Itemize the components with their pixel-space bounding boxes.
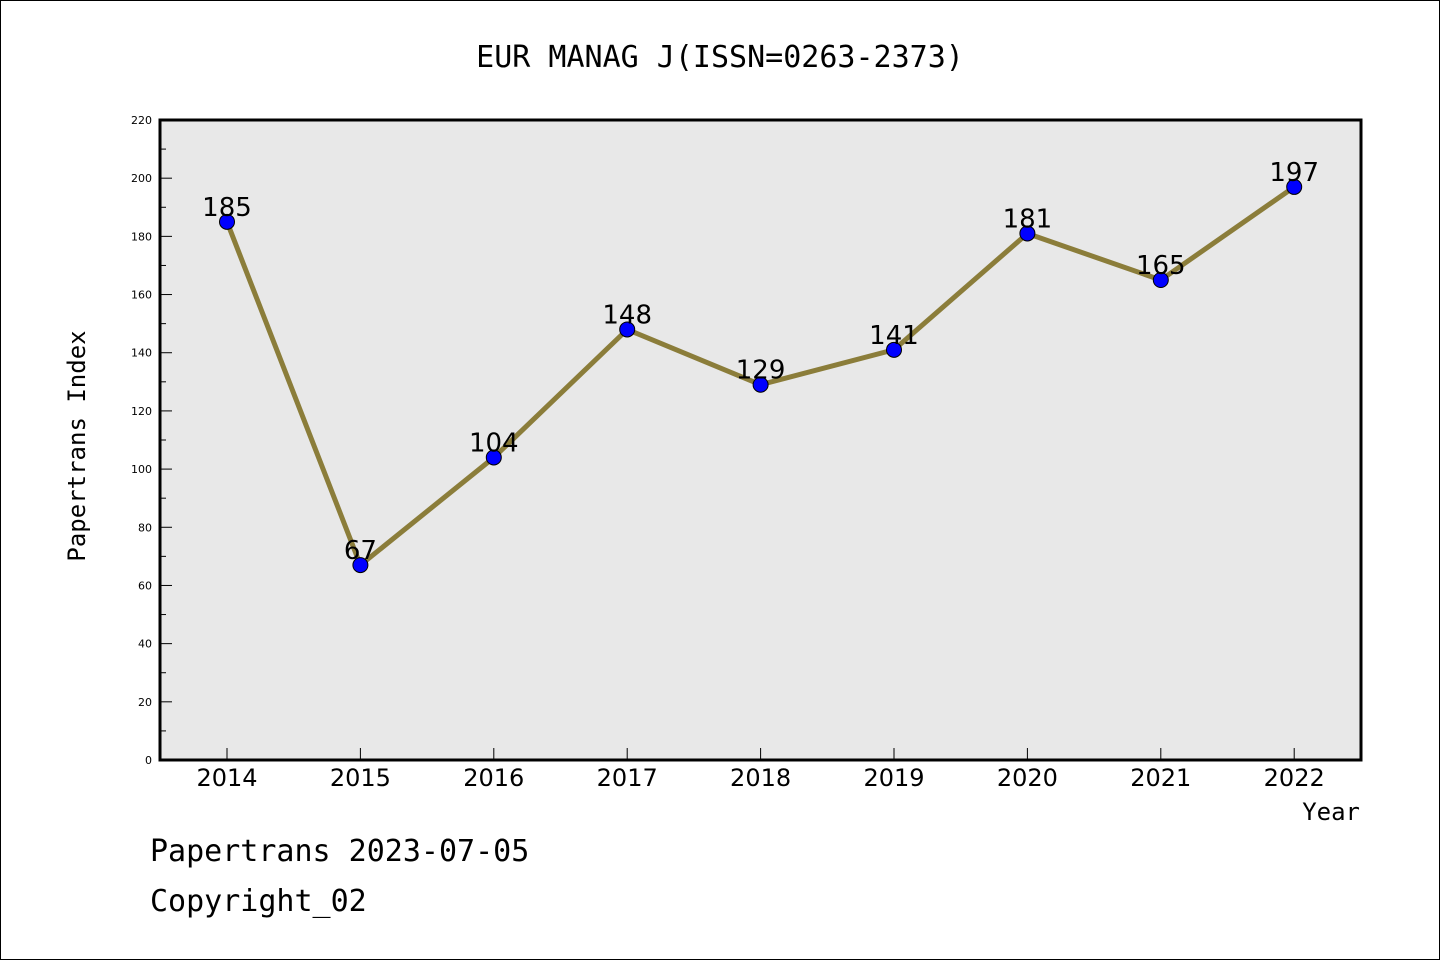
data-labels: 185 67 104 148 129 141 181 165 197 [202,158,1319,566]
x-axis-label: Year [1302,798,1360,826]
footer-copyright-text: Copyright_02 [150,884,367,919]
y-tick-label: 80 [138,521,152,534]
data-point-marker [1019,225,1036,242]
x-tick-label: 2016 [463,764,524,792]
plot-area [160,120,1361,760]
data-value-label: 165 [1136,251,1186,281]
data-point-marker [352,557,369,574]
x-axis-ticks: 2014 2015 2016 2017 2018 2019 2020 2021 2022 [196,748,1325,792]
data-value-label: 181 [1003,204,1053,234]
y-tick-label: 220 [131,114,152,127]
data-value-label: 185 [202,193,252,223]
data-point-marker [886,341,902,358]
data-value-label: 197 [1269,158,1319,188]
y-tick-label: 120 [131,405,152,418]
x-tick-label: 2015 [330,764,391,792]
y-axis-label: Papertrans Index [63,330,91,561]
data-markers [219,178,1303,574]
x-tick-label: 2014 [196,764,257,792]
y-tick-label: 20 [138,696,152,709]
data-value-label: 129 [736,356,786,386]
data-point-marker [1152,272,1169,288]
y-tick-label: 140 [131,347,152,360]
plot-frame [158,118,1363,762]
chart-title: EUR MANAG J(ISSN=0263-2373) [476,40,964,75]
data-point-marker [619,321,636,338]
data-point-marker [1286,178,1303,195]
data-value-label: 67 [344,536,377,566]
footer-date-text: Papertrans 2023-07-05 [150,834,530,869]
data-point-marker [485,449,502,466]
y-tick-label: 180 [131,230,152,243]
y-tick-label: 100 [131,463,152,476]
y-tick-label: 0 [145,754,152,767]
data-value-label: 104 [469,428,519,458]
data-value-label: 141 [869,321,919,351]
x-tick-label: 2017 [597,764,658,792]
y-tick-label: 200 [131,172,152,185]
x-tick-label: 2022 [1264,764,1325,792]
y-tick-label: 160 [131,289,152,302]
data-point-marker [752,376,769,393]
data-point-marker [219,213,235,230]
x-tick-label: 2018 [730,764,791,792]
y-tick-label: 60 [138,579,152,592]
x-tick-label: 2020 [997,764,1058,792]
data-value-label: 148 [602,300,652,330]
x-tick-label: 2021 [1130,764,1191,792]
x-tick-label: 2019 [863,764,924,792]
y-tick-label: 40 [138,638,152,651]
